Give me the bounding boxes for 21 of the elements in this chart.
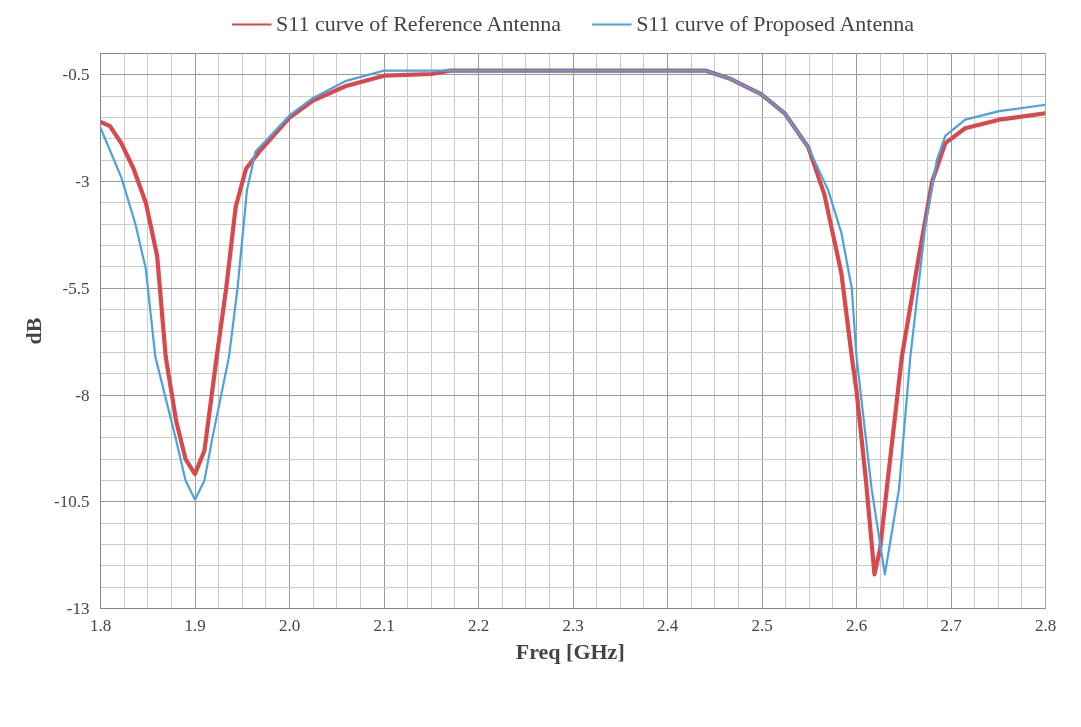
x-tick-label: 2.6 [845,615,868,635]
y-tick-label: -13 [66,599,90,618]
x-tick-label: 2.7 [940,615,963,635]
y-tick-label: -5.5 [62,278,90,298]
x-tick-label: 1.9 [184,615,206,635]
y-tick-label: -0.5 [62,65,90,85]
x-tick-label: 1.8 [89,615,112,635]
legend-label: S11 curve of Proposed Antenna [636,11,914,37]
x-tick-label: 2.1 [373,615,395,635]
x-tick-label: 2.4 [656,615,679,635]
x-axis-title: Freq [GHz] [515,638,625,664]
x-tick-label: 2.2 [467,615,490,635]
y-axis-title: dB [21,317,47,345]
y-tick-label: -10.5 [54,492,90,512]
x-tick-label: 2.3 [562,615,584,635]
x-tick-label: 2.8 [1034,615,1057,635]
legend-label: S11 curve of Reference Antenna [276,11,562,37]
y-tick-label: -3 [75,172,90,192]
y-tick-label: -8 [75,385,90,405]
x-tick-label: 2.0 [278,615,301,635]
x-tick-label: 2.5 [751,615,773,635]
